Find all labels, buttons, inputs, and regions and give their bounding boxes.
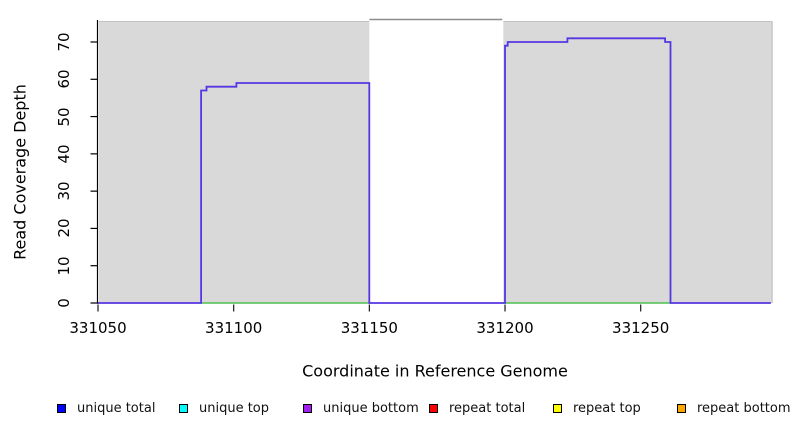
y-axis-title: Read Coverage Depth (10, 84, 30, 260)
legend-label: repeat top (573, 400, 641, 416)
shaded-region (503, 21, 771, 303)
legend-swatch-repeat-bottom (677, 403, 686, 413)
legend-swatch-unique-top (179, 403, 188, 413)
y-tick-label: 40 (55, 144, 73, 164)
x-tick-label: 331200 (476, 319, 534, 337)
y-tick-label: 60 (55, 69, 73, 89)
legend-item-unique-top: unique top (179, 400, 269, 416)
legend-label: repeat bottom (697, 400, 791, 416)
legend-item-repeat-bottom: repeat bottom (677, 400, 791, 416)
x-axis-title: Coordinate in Reference Genome (302, 361, 568, 381)
legend-swatch-repeat-top (553, 403, 562, 413)
legend-label: repeat total (449, 400, 526, 416)
y-tick-label: 0 (55, 298, 73, 308)
y-tick-label: 30 (55, 181, 73, 201)
y-tick-label: 70 (55, 32, 73, 52)
legend-swatch-unique-total (57, 403, 66, 413)
x-tick-label: 331100 (205, 319, 263, 337)
coverage-step-line (98, 37, 771, 304)
legend-item-repeat-total: repeat total (429, 400, 525, 416)
legend-label: unique total (77, 400, 156, 416)
legend-label: unique bottom (323, 400, 419, 416)
legend-item-unique-total: unique total (57, 400, 155, 416)
legend-swatch-unique-bottom (303, 403, 312, 413)
x-tick-label: 331150 (340, 319, 398, 337)
y-tick-label: 20 (55, 218, 73, 238)
y-tick-label: 50 (55, 107, 73, 127)
legend-item-unique-bottom: unique bottom (303, 400, 419, 416)
y-tick-label: 10 (55, 256, 73, 276)
legend-label: unique top (199, 400, 270, 416)
shaded-region (99, 21, 370, 303)
x-tick-label: 331050 (69, 319, 127, 337)
legend-item-repeat-top: repeat top (553, 400, 641, 416)
legend-swatch-repeat-total (429, 403, 438, 413)
x-tick-label: 331250 (612, 319, 670, 337)
